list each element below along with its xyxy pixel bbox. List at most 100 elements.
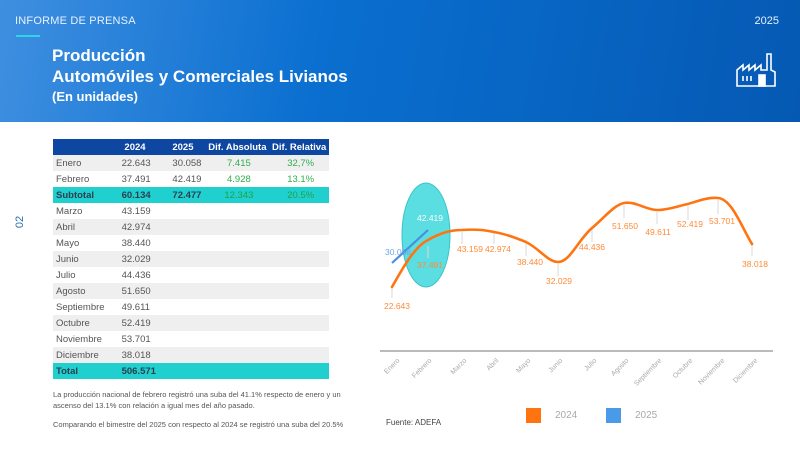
month-cell: Julio (53, 267, 110, 283)
title-line-2: Automóviles y Comerciales Livianos (52, 67, 348, 86)
value-2024-cell: 44.436 (109, 267, 161, 283)
value-2024-cell: 32.029 (109, 251, 161, 267)
svg-text:42.974: 42.974 (485, 244, 511, 254)
table-row: Julio 44.436 (53, 267, 329, 283)
dif-absoluta-cell: 7.415 (205, 155, 270, 171)
svg-text:53.701: 53.701 (709, 216, 735, 226)
report-kicker: INFORME DE PRENSA (15, 15, 136, 27)
table-header-row: 2024 2025 Dif. Absoluta Dif. Relativa (53, 139, 329, 155)
x-axis-labels: Enero Febrero Marzo Abril Mayo Junio Jul… (383, 357, 759, 388)
table-row: Abril 42.974 (53, 219, 329, 235)
table-row: Noviembre 53.701 (53, 331, 329, 347)
svg-text:Noviembre: Noviembre (698, 357, 727, 386)
svg-text:30.058: 30.058 (385, 247, 411, 257)
data-labels-2025: 30.058 42.419 (385, 213, 443, 257)
month-cell: Junio (53, 251, 110, 267)
col-header-2025: 2025 (160, 139, 206, 155)
title-line-1: Producción (52, 46, 146, 65)
kicker-underline (16, 35, 40, 37)
svg-text:Septiembre: Septiembre (633, 357, 663, 387)
production-line-chart: 22.643 37.491 43.159 42.974 38.440 32.02… (380, 182, 773, 388)
col-header-dif-absoluta: Dif. Absoluta (205, 139, 270, 155)
header-banner: INFORME DE PRENSA 2025 Producción Automó… (0, 0, 800, 122)
month-cell: Diciembre (53, 347, 110, 363)
value-2025-cell: 30.058 (160, 155, 206, 171)
total-row: Total 506.571 (53, 363, 329, 379)
svg-text:37.491: 37.491 (417, 260, 443, 270)
legend-item-2024: 2024 (526, 408, 577, 423)
month-cell: Subtotal (53, 187, 110, 203)
svg-text:44.436: 44.436 (579, 242, 605, 252)
svg-text:51.650: 51.650 (612, 221, 638, 231)
svg-text:Julio: Julio (583, 357, 598, 372)
highlight-ellipse (401, 182, 451, 288)
dif-relativa-cell: 13.1% (269, 171, 329, 187)
dif-absoluta-cell: 12.343 (205, 187, 270, 203)
value-2024-cell: 42.974 (109, 219, 161, 235)
month-cell: Total (53, 363, 110, 379)
month-cell: Febrero (53, 171, 110, 187)
svg-text:Marzo: Marzo (450, 357, 469, 376)
table-row: Junio 32.029 (53, 251, 329, 267)
value-2024-cell: 37.491 (109, 171, 161, 187)
month-cell: Enero (53, 155, 110, 171)
svg-text:49.611: 49.611 (645, 227, 671, 237)
month-cell: Abril (53, 219, 110, 235)
value-2024-cell: 53.701 (109, 331, 161, 347)
svg-text:Diciembre: Diciembre (732, 357, 759, 384)
svg-text:Febrero: Febrero (411, 357, 433, 379)
dif-relativa-cell: 32,7% (269, 155, 329, 171)
subtotal-row: Subtotal 60.134 72.477 12.343 20.5% (53, 187, 329, 203)
legend-item-2025: 2025 (606, 408, 657, 423)
legend-swatch-2024 (526, 408, 541, 423)
value-2025-cell: 72.477 (160, 187, 206, 203)
svg-text:Octubre: Octubre (672, 357, 695, 380)
table-row: Agosto 51.650 (53, 283, 329, 299)
value-2024-cell: 49.611 (109, 299, 161, 315)
value-2024-cell: 38.018 (109, 347, 161, 363)
value-2025-cell: 42.419 (160, 171, 206, 187)
table-row: Enero 22.643 30.058 7.415 32,7% (53, 155, 329, 171)
svg-text:42.419: 42.419 (417, 213, 443, 223)
col-header-dif-relativa: Dif. Relativa (269, 139, 329, 155)
svg-text:32.029: 32.029 (546, 276, 572, 286)
series-2024-line (390, 196, 754, 289)
svg-text:Agosto: Agosto (610, 357, 630, 377)
svg-text:Mayo: Mayo (515, 357, 532, 374)
month-cell: Agosto (53, 283, 110, 299)
data-source: Fuente: ADEFA (386, 418, 442, 427)
value-2024-cell: 60.134 (109, 187, 161, 203)
table-row: Septiembre 49.611 (53, 299, 329, 315)
legend-swatch-2025 (606, 408, 621, 423)
col-header-2024: 2024 (109, 139, 161, 155)
svg-text:52.419: 52.419 (677, 219, 703, 229)
month-cell: Septiembre (53, 299, 110, 315)
production-table: 2024 2025 Dif. Absoluta Dif. Relativa En… (53, 139, 329, 379)
value-2024-cell: 51.650 (109, 283, 161, 299)
col-header-month (53, 139, 110, 155)
svg-text:Junio: Junio (548, 357, 565, 374)
svg-text:Abril: Abril (486, 357, 501, 372)
value-guide-lines (391, 200, 753, 298)
svg-text:22.643: 22.643 (384, 301, 410, 311)
value-2024-cell: 506.571 (109, 363, 161, 379)
legend-label-2024: 2024 (555, 410, 578, 421)
dif-relativa-cell: 20.5% (269, 187, 329, 203)
svg-text:38.440: 38.440 (517, 257, 543, 267)
svg-text:38.018: 38.018 (742, 259, 768, 269)
data-labels-2024: 22.643 37.491 43.159 42.974 38.440 32.02… (384, 216, 768, 311)
svg-text:43.159: 43.159 (457, 244, 483, 254)
table-row: Mayo 38.440 (53, 235, 329, 251)
month-cell: Noviembre (53, 331, 110, 347)
legend-label-2025: 2025 (635, 410, 658, 421)
table-row: Octubre 52.419 (53, 315, 329, 331)
table-row: Marzo 43.159 (53, 203, 329, 219)
note-paragraph-2: Comparando el bimestre del 2025 con resp… (53, 420, 344, 429)
series-2025-line (391, 229, 429, 264)
page-number: 02 (14, 215, 27, 229)
dif-absoluta-cell: 4.928 (205, 171, 270, 187)
factory-icon (736, 53, 776, 87)
page-title: Producción Automóviles y Comerciales Liv… (52, 46, 348, 106)
title-line-3: (En unidades) (52, 89, 138, 104)
value-2024-cell: 52.419 (109, 315, 161, 331)
